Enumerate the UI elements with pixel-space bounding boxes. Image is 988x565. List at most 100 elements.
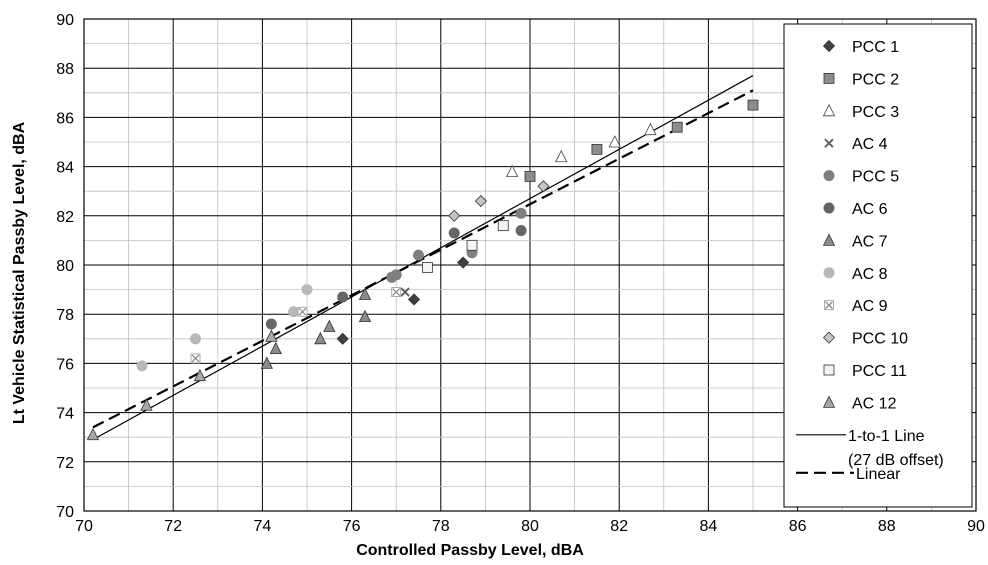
point-pcc-5 bbox=[413, 249, 424, 261]
point-ac-12 bbox=[193, 368, 207, 382]
point-ac-4 bbox=[400, 287, 410, 297]
point-ac-7 bbox=[314, 331, 327, 345]
legend-marker-ac-7 bbox=[822, 233, 836, 246]
linear-fit-line bbox=[92, 89, 754, 429]
point-pcc-1 bbox=[457, 256, 470, 269]
legend: PCC 1 PCC 2 PCC 3 AC 4 PCC 5 AC 6 AC 7 AC 8 AC 9… bbox=[783, 23, 973, 508]
point-ac-6 bbox=[337, 291, 349, 303]
data-points bbox=[86, 99, 759, 441]
legend-box bbox=[783, 23, 973, 508]
x-tick-label: 78 bbox=[432, 518, 450, 535]
legend-label-pcc-10: PCC 10 bbox=[852, 331, 908, 348]
point-pcc-3 bbox=[644, 122, 657, 136]
legend-label-pcc-11: PCC 11 bbox=[852, 363, 907, 380]
legend-marker-ac-9 bbox=[824, 300, 834, 311]
point-pcc-5 bbox=[390, 269, 402, 281]
point-pcc-2 bbox=[671, 121, 683, 133]
point-pcc-10 bbox=[474, 194, 488, 208]
y-tick-label: 74 bbox=[56, 406, 74, 423]
point-pcc-10 bbox=[537, 180, 550, 193]
point-pcc-2 bbox=[747, 99, 759, 111]
legend-label-pcc-2: PCC 2 bbox=[852, 71, 899, 88]
legend-label-linear: Linear bbox=[856, 466, 901, 483]
x-tick-label: 82 bbox=[610, 518, 628, 535]
point-ac-8 bbox=[301, 284, 313, 296]
y-axis-title: Lt Vehicle Statistical Passby Level, dBA bbox=[11, 121, 28, 424]
tick-labels: 70 72 74 76 78 80 82 84 86 88 90 70 72 74 76 78 80 82 84 86… bbox=[56, 12, 985, 535]
point-ac-8 bbox=[288, 306, 300, 318]
legend-marker-pcc-2 bbox=[823, 73, 835, 84]
x-tick-label: 88 bbox=[878, 518, 896, 535]
legend-label-ac-8: AC 8 bbox=[852, 266, 888, 283]
y-tick-label: 86 bbox=[56, 110, 74, 127]
point-pcc-3 bbox=[555, 149, 568, 163]
y-tick-label: 84 bbox=[56, 160, 74, 177]
legend-label-ac-7: AC 7 bbox=[852, 233, 888, 250]
legend-marker-pcc-11 bbox=[823, 364, 835, 376]
legend-label-one-to-one: 1-to-1 Line bbox=[848, 428, 925, 445]
point-ac-6 bbox=[515, 225, 527, 237]
legend-label-pcc-5: PCC 5 bbox=[852, 169, 899, 186]
y-tick-label: 88 bbox=[56, 61, 74, 78]
point-ac-8 bbox=[190, 333, 201, 345]
point-pcc-2 bbox=[591, 143, 603, 155]
x-tick-label: 80 bbox=[521, 518, 539, 535]
legend-marker-pcc-10 bbox=[822, 331, 836, 344]
point-ac-12 bbox=[86, 427, 100, 441]
point-pcc-11 bbox=[422, 262, 433, 273]
y-tick-label: 76 bbox=[56, 356, 74, 373]
x-tick-label: 74 bbox=[254, 518, 272, 535]
point-ac-7 bbox=[323, 319, 336, 332]
point-ac-6 bbox=[448, 227, 460, 239]
legend-label-pcc-3: PCC 3 bbox=[852, 104, 899, 121]
legend-marker-ac-4 bbox=[824, 138, 834, 148]
y-tick-label: 80 bbox=[56, 258, 74, 275]
legend-marker-ac-8 bbox=[823, 267, 835, 279]
point-ac-6 bbox=[265, 318, 277, 330]
x-tick-label: 84 bbox=[700, 518, 718, 535]
legend-marker-pcc-1 bbox=[822, 39, 836, 53]
plot-area-border bbox=[83, 18, 977, 512]
legend-label-ac-9: AC 9 bbox=[852, 298, 888, 315]
x-tick-label: 70 bbox=[75, 518, 93, 535]
point-pcc-3 bbox=[608, 135, 621, 148]
legend-label-pcc-1: PCC 1 bbox=[852, 39, 899, 56]
point-pcc-5 bbox=[515, 207, 527, 219]
point-pcc-11 bbox=[466, 239, 478, 251]
point-ac-7 bbox=[260, 356, 274, 369]
y-tick-label: 70 bbox=[56, 504, 74, 521]
y-tick-label: 78 bbox=[56, 307, 74, 324]
legend-marker-ac-12 bbox=[822, 395, 836, 408]
y-tick-label: 82 bbox=[56, 209, 74, 226]
x-tick-label: 76 bbox=[343, 518, 361, 535]
point-ac-9 bbox=[190, 353, 201, 364]
x-tick-label: 90 bbox=[967, 518, 985, 535]
point-ac-8 bbox=[136, 360, 148, 372]
y-tick-label: 72 bbox=[56, 455, 74, 472]
point-ac-12 bbox=[140, 398, 153, 411]
legend-marker-ac-6 bbox=[823, 202, 835, 214]
point-pcc-3 bbox=[506, 164, 519, 177]
point-ac-7 bbox=[269, 341, 282, 355]
point-pcc-1 bbox=[407, 293, 421, 306]
point-ac-9 bbox=[391, 287, 402, 297]
point-ac-7 bbox=[358, 287, 372, 300]
point-pcc-11 bbox=[497, 220, 509, 232]
x-axis-title: Controlled Passby Level, dBA bbox=[356, 542, 584, 559]
point-ac-7 bbox=[358, 309, 372, 323]
point-pcc-2 bbox=[524, 171, 536, 182]
x-tick-label: 86 bbox=[789, 518, 807, 535]
point-pcc-1 bbox=[336, 332, 349, 345]
point-ac-12 bbox=[265, 329, 278, 342]
point-pcc-10 bbox=[448, 209, 461, 222]
point-ac-9 bbox=[297, 306, 308, 317]
legend-marker-pcc-5 bbox=[823, 170, 835, 182]
legend-label-ac-6: AC 6 bbox=[852, 201, 888, 218]
legend-label-ac-12: AC 12 bbox=[852, 395, 897, 412]
legend-label-ac-4: AC 4 bbox=[852, 136, 888, 153]
y-tick-label: 90 bbox=[56, 12, 74, 29]
plot-frame bbox=[83, 18, 977, 512]
legend-marker-pcc-3 bbox=[822, 103, 836, 117]
